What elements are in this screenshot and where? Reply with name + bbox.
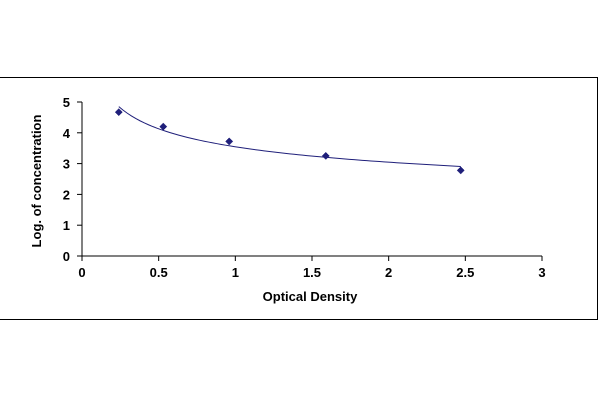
- x-tick-label: 0.5: [150, 265, 168, 280]
- y-tick-label: 4: [63, 126, 71, 141]
- data-point: [159, 122, 168, 131]
- data-point: [225, 137, 234, 146]
- y-tick-label: 3: [63, 157, 70, 172]
- x-tick-label: 3: [538, 265, 545, 280]
- x-axis-title: Optical Density: [263, 289, 358, 304]
- x-tick-label: 2: [385, 265, 392, 280]
- y-tick-label: 0: [63, 249, 70, 264]
- y-tick-label: 1: [63, 218, 70, 233]
- data-point: [321, 151, 330, 160]
- y-axis-title: Log. of concentration: [29, 115, 44, 248]
- y-tick-label: 5: [63, 95, 70, 110]
- data-point: [114, 108, 123, 117]
- x-tick-label: 1.5: [303, 265, 321, 280]
- data-points: [114, 108, 465, 175]
- x-tick-label: 2.5: [456, 265, 474, 280]
- chart-frame: 0 0.5 1 1.5 2 2.5 3 0 1 2 3 4 5 Optical Density Log…: [0, 77, 598, 320]
- x-tick-label: 1: [232, 265, 239, 280]
- x-tick-label: 0: [78, 265, 85, 280]
- chart-svg: 0 0.5 1 1.5 2 2.5 3 0 1 2 3 4 5 Optical Density Log…: [29, 95, 546, 304]
- x-ticks: 0 0.5 1 1.5 2 2.5 3: [78, 256, 546, 280]
- y-tick-label: 2: [63, 187, 70, 202]
- fit-curve: [118, 106, 461, 167]
- y-ticks: 0 1 2 3 4 5: [63, 95, 82, 264]
- axes: [81, 102, 542, 257]
- data-point: [456, 166, 465, 175]
